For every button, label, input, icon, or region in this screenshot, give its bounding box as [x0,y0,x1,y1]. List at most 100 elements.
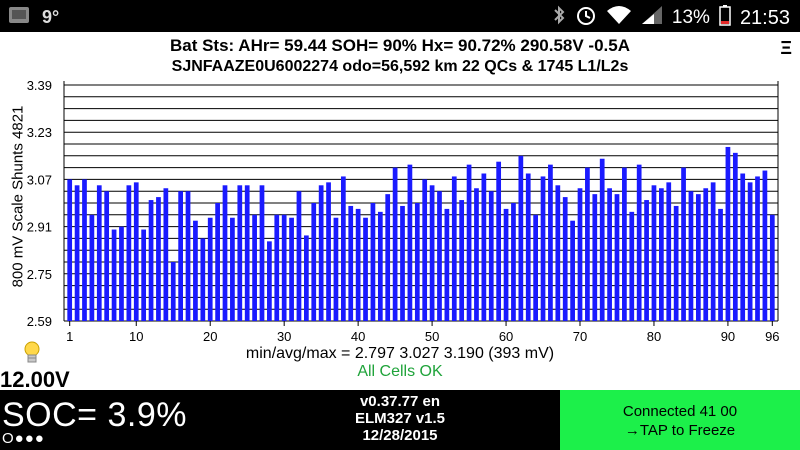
cell-bar [340,176,346,321]
cell-bar [274,214,280,321]
tap-to-freeze-text: →TAP to Freeze [624,422,736,439]
cell-bar [377,211,383,321]
alarm-icon [575,4,597,32]
aux-battery-voltage: 12.00V [0,367,70,392]
x-tick-label: 20 [203,329,217,344]
cell-bar [762,170,768,321]
cell-bar [207,217,213,321]
cell-signal-icon [641,5,663,31]
cell-bar [193,220,198,321]
cell-bar [333,217,339,321]
cell-bar [577,188,583,321]
cell-bar [74,185,80,321]
wifi-icon [606,5,632,31]
cell-bar [666,182,672,321]
cell-bar [370,203,376,321]
footer-panel [0,390,560,450]
battery-percent-text: 13% [671,7,710,28]
cell-bar [710,182,716,321]
cell-bar [496,161,502,321]
cell-bar [607,188,612,321]
cell-bar [629,211,635,321]
cell-bar [259,185,265,321]
connection-dots: O●●● [2,430,45,447]
cell-bar [237,185,243,321]
y-tick-label: 2.75 [27,267,52,282]
cell-bar [429,185,435,321]
x-tick-label: 40 [351,329,365,344]
cell-bar [592,194,598,321]
cell-bar [681,167,686,321]
cell-bar [474,188,479,321]
cell-bar [511,203,516,321]
cell-bar [503,208,509,321]
cell-bar [185,191,191,321]
cell-bar [148,200,154,321]
cell-bar [178,191,183,321]
cell-bar [740,173,746,321]
cell-bar [540,176,546,321]
cell-bar [156,197,161,321]
cell-bar [355,208,361,321]
cell-bar [459,200,465,321]
cell-bar [82,179,87,321]
x-tick-label: 10 [129,329,143,344]
x-tick-label: 70 [573,329,587,344]
temperature-text: 9° [42,7,60,27]
bluetooth-icon [552,4,566,32]
cell-bar [222,185,228,321]
app-version: v0.37.77 en [359,393,441,410]
cell-bar [548,164,553,321]
cell-bar [688,191,694,321]
cell-bar [659,188,664,321]
cell-bar [170,262,176,321]
cell-bar [673,205,679,321]
cell-bar [525,173,531,321]
cell-bar [230,217,235,321]
cell-bar [141,229,147,321]
menu-icon[interactable]: Ξ [780,38,792,58]
cell-bar [718,208,723,321]
cell-bar [200,238,206,321]
y-tick-label: 2.91 [27,220,52,235]
cell-bar [318,185,324,321]
cell-bar [385,194,391,321]
cell-bar [296,191,302,321]
x-tick-label: 60 [499,329,513,344]
cell-bar [289,217,294,321]
y-tick-label: 3.39 [27,80,52,93]
x-tick-label: 96 [765,329,779,344]
cell-bar [747,182,753,321]
cell-bar [732,152,738,321]
status-bar: 9° 13% 21:53 [0,0,800,32]
cell-bar [407,164,413,321]
connection-status-text: Connected 41 00 [622,403,738,420]
cell-bar [695,194,701,321]
cell-bar [533,214,538,321]
min-avg-max-stats: min/avg/max = 2.797 3.027 3.190 (393 mV) [245,345,555,362]
cell-bar [518,155,524,321]
cell-bar [725,146,731,321]
lightbulb-icon[interactable] [22,340,42,371]
x-tick-label: 90 [721,329,735,344]
y-tick-label: 2.59 [27,314,52,329]
cell-bar [244,185,250,321]
cell-bar [363,217,368,321]
x-tick-label: 80 [647,329,661,344]
notification-app-icon [8,5,30,30]
cell-bar [481,173,487,321]
soc-readout: SOC= 3.9% [2,396,187,434]
x-tick-label: 30 [277,329,291,344]
connection-freeze-button[interactable]: Connected 41 00 →TAP to Freeze [560,390,800,450]
cell-bar [163,188,169,321]
vehicle-info-line: SJNFAAZE0U6002274 odo=56,592 km 22 QCs &… [171,58,629,75]
cells-status-text: All Cells OK [357,363,443,380]
cell-bar [636,164,642,321]
cell-bar [392,167,398,321]
cell-bar [755,176,760,321]
adapter-version: ELM327 v1.5 [354,410,446,427]
cell-bar [562,197,568,321]
cell-bar [304,235,309,321]
cell-bar [119,226,124,321]
battery-icon [719,4,731,32]
